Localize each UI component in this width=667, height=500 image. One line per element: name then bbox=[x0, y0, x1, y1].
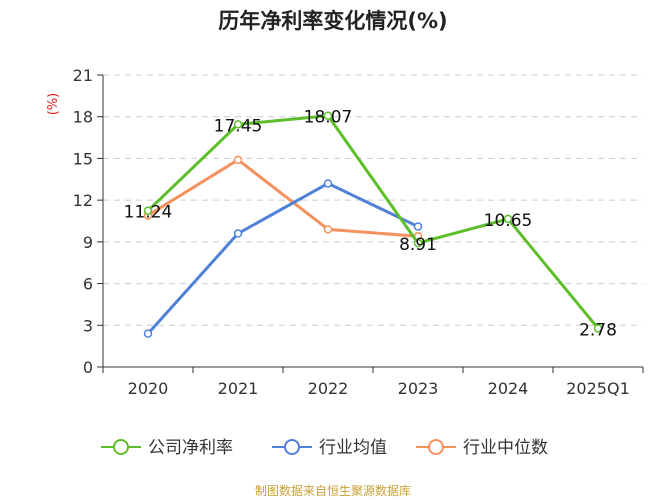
data-point bbox=[593, 324, 603, 333]
y-tick-label: 21 bbox=[73, 66, 93, 85]
legend-label: 行业均值 bbox=[319, 438, 387, 458]
x-tick-label: 2024 bbox=[488, 379, 529, 398]
y-tick-label: 9 bbox=[83, 233, 93, 252]
legend-item[interactable]: 行业中位数 bbox=[416, 438, 548, 458]
grid-lines bbox=[103, 74, 643, 326]
y-tick-label: 0 bbox=[83, 358, 93, 377]
data-label: 18.07 bbox=[304, 108, 353, 128]
y-tick-label: 6 bbox=[83, 275, 93, 294]
data-point bbox=[233, 229, 243, 238]
data-point bbox=[233, 155, 243, 165]
x-tick-label: 2023 bbox=[398, 379, 439, 398]
data-label: 11.24 bbox=[124, 203, 173, 223]
legend-item[interactable]: 公司净利率 bbox=[101, 438, 233, 458]
data-point bbox=[143, 206, 153, 215]
data-point bbox=[233, 120, 243, 129]
data-point bbox=[413, 238, 423, 248]
axes: 0 3 6 9 12 15 18 21 2020 2021 2022 2023 2024 2025Q1 bbox=[73, 66, 644, 398]
y-tick-label: 18 bbox=[73, 108, 93, 127]
x-tick-label: 2021 bbox=[218, 379, 259, 398]
series-line bbox=[146, 114, 600, 330]
data-label: 8.91 bbox=[399, 235, 437, 255]
legend-item[interactable]: 行业均值 bbox=[272, 438, 387, 458]
x-tick-label: 2020 bbox=[128, 379, 169, 398]
data-point bbox=[323, 225, 333, 234]
legend-marker bbox=[428, 439, 444, 455]
data-point bbox=[503, 214, 513, 224]
legend-marker bbox=[113, 439, 129, 455]
data-labels: 11.24 17.45 18.07 8.91 10.65 2.78 bbox=[124, 108, 617, 341]
data-label: 2.78 bbox=[579, 320, 617, 340]
series-lines bbox=[143, 111, 603, 338]
data-label: 10.65 bbox=[484, 211, 533, 231]
y-tick-label: 3 bbox=[83, 316, 93, 335]
source-note: 制图数据来自恒生聚源数据库 bbox=[255, 483, 411, 498]
x-tick-label: 2025Q1 bbox=[566, 379, 630, 398]
series-line bbox=[147, 158, 419, 238]
data-point bbox=[413, 222, 423, 231]
y-tick-label: 12 bbox=[73, 191, 93, 210]
legend-label: 公司净利率 bbox=[148, 438, 233, 458]
legend-label: 行业中位数 bbox=[463, 438, 548, 458]
x-tick-label: 2022 bbox=[308, 379, 349, 398]
data-point bbox=[323, 111, 333, 120]
data-point bbox=[323, 179, 333, 188]
data-point bbox=[143, 329, 153, 338]
legend[interactable]: 公司净利率 行业均值 行业中位数 bbox=[101, 438, 548, 458]
series-line bbox=[146, 181, 419, 335]
y-axis-label: (%) bbox=[46, 93, 61, 116]
legend-marker bbox=[284, 439, 300, 455]
chart-title: 历年净利率变化情况(%) bbox=[218, 9, 447, 33]
data-label: 17.45 bbox=[214, 116, 263, 136]
y-tick-label: 15 bbox=[73, 149, 93, 168]
